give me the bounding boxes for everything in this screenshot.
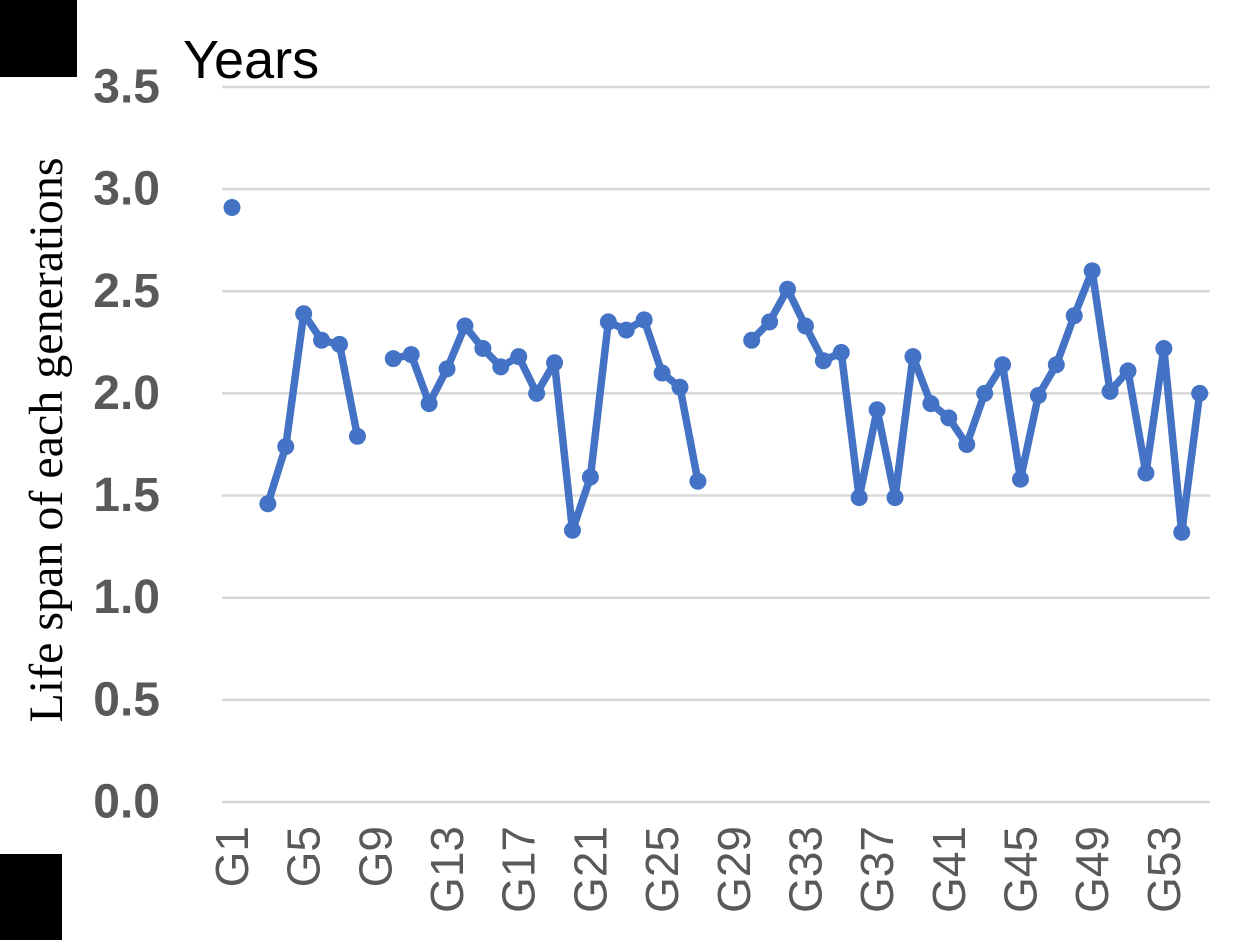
- x-tick-label: G17: [493, 826, 545, 913]
- data-point-G38: [886, 489, 904, 507]
- data-point-G48: [1065, 307, 1083, 325]
- data-point-G32: [779, 280, 797, 298]
- y-tick-label: 1.0: [93, 571, 160, 624]
- x-tick-label: G33: [779, 826, 831, 913]
- x-tick-label: G49: [1066, 826, 1118, 913]
- data-point-G31: [761, 313, 779, 331]
- data-point-G53: [1155, 339, 1173, 357]
- data-point-G37: [868, 401, 886, 419]
- data-point-G49: [1083, 262, 1101, 280]
- data-point-G4: [277, 438, 295, 456]
- data-point-G21: [581, 468, 599, 486]
- data-point-G41: [940, 409, 958, 427]
- x-tick-label: G21: [564, 826, 616, 913]
- data-point-G1: [223, 198, 241, 216]
- data-point-G47: [1047, 356, 1065, 374]
- data-point-G26: [671, 378, 689, 396]
- data-point-G15: [474, 339, 492, 357]
- decor-black-rect-bottom-left: [0, 854, 62, 940]
- x-tick-label: G37: [851, 826, 903, 913]
- data-point-G42: [958, 435, 976, 453]
- x-tick-label: G25: [636, 826, 688, 913]
- x-tick-label: G1: [206, 826, 258, 887]
- data-point-G5: [295, 305, 313, 323]
- data-point-G20: [563, 521, 581, 539]
- y-tick-label: 0.0: [93, 776, 160, 829]
- x-axis-tick-labels: G1 G5 G9 G13 G17 G21 G25 G29 G33 G37 G41 G45 G49 G53: [206, 826, 1190, 913]
- data-point-G30: [743, 331, 761, 349]
- x-tick-label: G41: [923, 826, 975, 913]
- x-tick-label: G13: [421, 826, 473, 913]
- data-point-G3: [259, 495, 277, 513]
- y-tick-label: 0.5: [93, 673, 160, 726]
- data-point-G46: [1029, 386, 1047, 404]
- data-point-G6: [313, 331, 331, 349]
- data-point-G33: [796, 317, 814, 335]
- data-point-G35: [832, 344, 850, 362]
- data-point-G14: [456, 317, 474, 335]
- data-point-G22: [599, 313, 617, 331]
- y-axis-tick-labels: 0.0 0.5 1.0 1.5 2.0 2.5 3.0 3.5: [93, 60, 160, 828]
- y-tick-label: 3.0: [93, 163, 160, 216]
- data-point-G55: [1191, 384, 1209, 402]
- data-point-G44: [994, 356, 1012, 374]
- data-series: [223, 198, 1209, 541]
- data-point-G51: [1119, 362, 1137, 380]
- decor-black-rect-top-left: [0, 0, 77, 77]
- y-tick-label: 3.5: [93, 60, 160, 113]
- x-tick-label: G5: [278, 826, 330, 887]
- data-point-G19: [546, 354, 564, 372]
- data-point-G7: [331, 335, 349, 353]
- chart-title: Years: [183, 30, 319, 90]
- x-tick-label: G29: [708, 826, 760, 913]
- data-point-G18: [528, 384, 546, 402]
- line-segment: [264, 309, 362, 508]
- line-segment: [389, 316, 702, 535]
- data-point-G39: [904, 348, 922, 366]
- data-point-G23: [617, 321, 635, 339]
- data-point-G24: [635, 311, 653, 329]
- y-tick-label: 2.5: [93, 265, 160, 318]
- y-tick-label: 2.0: [93, 367, 160, 420]
- data-point-G13: [438, 360, 456, 378]
- data-point-G54: [1173, 523, 1191, 541]
- data-point-G36: [850, 489, 868, 507]
- data-point-G16: [492, 358, 510, 376]
- x-tick-label: G45: [994, 826, 1046, 913]
- data-point-G34: [814, 352, 832, 370]
- data-point-G40: [922, 395, 940, 413]
- data-point-G45: [1011, 470, 1029, 488]
- data-point-G8: [348, 427, 366, 445]
- data-point-G10: [384, 350, 402, 368]
- x-tick-label: G53: [1138, 826, 1190, 913]
- x-tick-label: G9: [349, 826, 401, 887]
- data-point-G12: [420, 395, 438, 413]
- y-axis-title: Life span of each generations: [20, 157, 73, 722]
- data-point-G52: [1137, 464, 1155, 482]
- data-point-G43: [976, 384, 994, 402]
- data-point-G11: [402, 346, 420, 364]
- data-point-G17: [510, 348, 528, 366]
- y-tick-label: 1.5: [93, 469, 160, 522]
- data-point-G25: [653, 364, 671, 382]
- data-point-G27: [689, 472, 707, 490]
- line-segment: [747, 267, 1204, 537]
- data-point-G50: [1101, 382, 1119, 400]
- gridlines: [222, 85, 1210, 804]
